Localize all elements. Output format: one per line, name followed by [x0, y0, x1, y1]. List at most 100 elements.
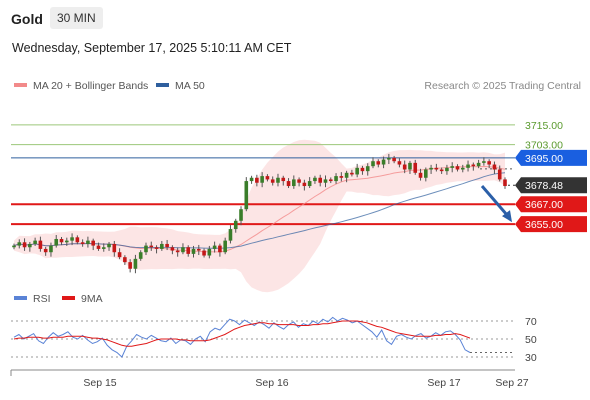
- legend-swatch-ma20: [14, 83, 27, 88]
- candle-body-30: [170, 247, 175, 251]
- candle-body-43: [239, 209, 243, 221]
- candle-body-82: [445, 167, 449, 172]
- ma50-line: [13, 172, 506, 249]
- level-tag-support: [515, 196, 587, 213]
- candle-body-33: [186, 247, 191, 254]
- candle-body-38: [212, 245, 217, 249]
- level-label-4: 3667.00: [525, 199, 563, 211]
- legend-item-rsi: RSI: [14, 293, 51, 305]
- candle-body-15: [91, 240, 95, 246]
- candlesticks: [12, 153, 507, 274]
- candle-body-27: [154, 247, 159, 249]
- candle-body-84: [455, 166, 460, 170]
- candle-body-5: [38, 240, 43, 249]
- candle-body-47: [260, 176, 264, 183]
- moving-averages: [13, 165, 506, 253]
- credit-text: Research © 2025 Trading Central: [424, 80, 581, 92]
- forecast-arrow-shaft: [480, 185, 510, 218]
- candle-body-80: [434, 167, 439, 170]
- level-label-0: 3715.00: [525, 120, 563, 132]
- level-label-1: 3703.00: [525, 140, 563, 152]
- chart-frame: [10, 369, 515, 376]
- candle-body-89: [482, 161, 486, 163]
- candle-body-48: [265, 176, 270, 180]
- candle-body-64: [350, 172, 354, 175]
- candle-body-68: [371, 161, 375, 167]
- candle-body-58: [318, 177, 323, 183]
- bollinger-band-fill: [14, 139, 505, 293]
- candle-body-20: [117, 252, 122, 258]
- candle-body-45: [249, 177, 254, 182]
- candle-body-16: [96, 245, 101, 249]
- candle-body-90: [487, 161, 491, 165]
- candle-body-85: [460, 167, 465, 170]
- candle-body-7: [49, 245, 53, 253]
- candle-body-50: [276, 177, 280, 183]
- candle-body-70: [381, 159, 386, 165]
- main-legend: MA 20 + Bollinger Bands MA 50: [14, 80, 314, 94]
- candle-body-61: [334, 176, 338, 182]
- candle-body-53: [292, 179, 296, 187]
- candle-body-59: [323, 179, 328, 183]
- candle-body-46: [255, 177, 259, 183]
- candle-body-51: [281, 177, 286, 182]
- legend-swatch-ma50: [156, 83, 169, 88]
- rsi-9ma-line: [13, 320, 471, 347]
- candle-body-63: [344, 172, 349, 178]
- candle-body-2: [22, 242, 27, 248]
- candle-body-0: [12, 245, 16, 248]
- candle-body-44: [244, 181, 249, 210]
- candle-body-78: [424, 169, 428, 178]
- candle-body-42: [233, 220, 238, 230]
- candle-body-12: [75, 237, 80, 243]
- candle-body-19: [112, 243, 117, 253]
- top-bar: Gold 30 MIN: [0, 0, 590, 36]
- candle-body-29: [165, 243, 169, 248]
- candle-body-79: [429, 167, 433, 170]
- candle-body-21: [123, 257, 127, 263]
- candle-body-60: [328, 179, 333, 182]
- candle-body-87: [471, 164, 476, 167]
- candle-body-4: [33, 240, 37, 244]
- rsi-tick-0: 70: [525, 316, 537, 328]
- rsi-panel: 70 50 30: [11, 316, 537, 364]
- level-label-5: 3655.00: [525, 219, 563, 231]
- candle-body-23: [133, 258, 138, 269]
- candle-body-17: [101, 247, 106, 249]
- candle-body-3: [28, 243, 32, 248]
- candle-body-55: [302, 182, 307, 187]
- candle-body-73: [397, 161, 402, 165]
- candle-body-76: [413, 162, 418, 173]
- candle-body-75: [408, 162, 412, 170]
- forecast-arrow-head: [502, 210, 512, 223]
- rsi-tick-1: 50: [525, 334, 537, 346]
- candle-body-83: [450, 166, 455, 168]
- interval-badge[interactable]: 30 MIN: [50, 7, 103, 29]
- candle-body-72: [392, 157, 396, 162]
- candle-body-28: [160, 243, 164, 249]
- legend-label-ma20: MA 20 + Bollinger Bands: [33, 80, 149, 92]
- candle-body-25: [144, 245, 148, 253]
- candle-body-22: [128, 262, 132, 269]
- candle-body-10: [64, 240, 69, 243]
- x-tick-label-2: Sep 17: [427, 377, 460, 389]
- forecast-arrow: [480, 185, 512, 223]
- candle-body-69: [376, 161, 381, 165]
- candle-body-31: [175, 250, 180, 253]
- level-tag-last: [515, 177, 587, 194]
- level-tag-support: [515, 216, 587, 233]
- candle-body-1: [17, 242, 22, 246]
- candle-body-6: [43, 248, 48, 253]
- candle-body-81: [439, 169, 444, 172]
- candle-body-8: [54, 238, 59, 246]
- candle-body-37: [207, 248, 212, 256]
- legend-label-ma50: MA 50: [175, 80, 205, 92]
- candle-body-40: [223, 240, 227, 253]
- legend-item-ma20-bollinger: MA 20 + Bollinger Bands: [14, 80, 148, 92]
- candle-body-66: [360, 167, 365, 172]
- candle-body-39: [218, 245, 222, 253]
- level-label-3: 3678.48: [525, 180, 563, 192]
- level-tag-ma50: [515, 149, 587, 166]
- candle-body-26: [149, 245, 154, 248]
